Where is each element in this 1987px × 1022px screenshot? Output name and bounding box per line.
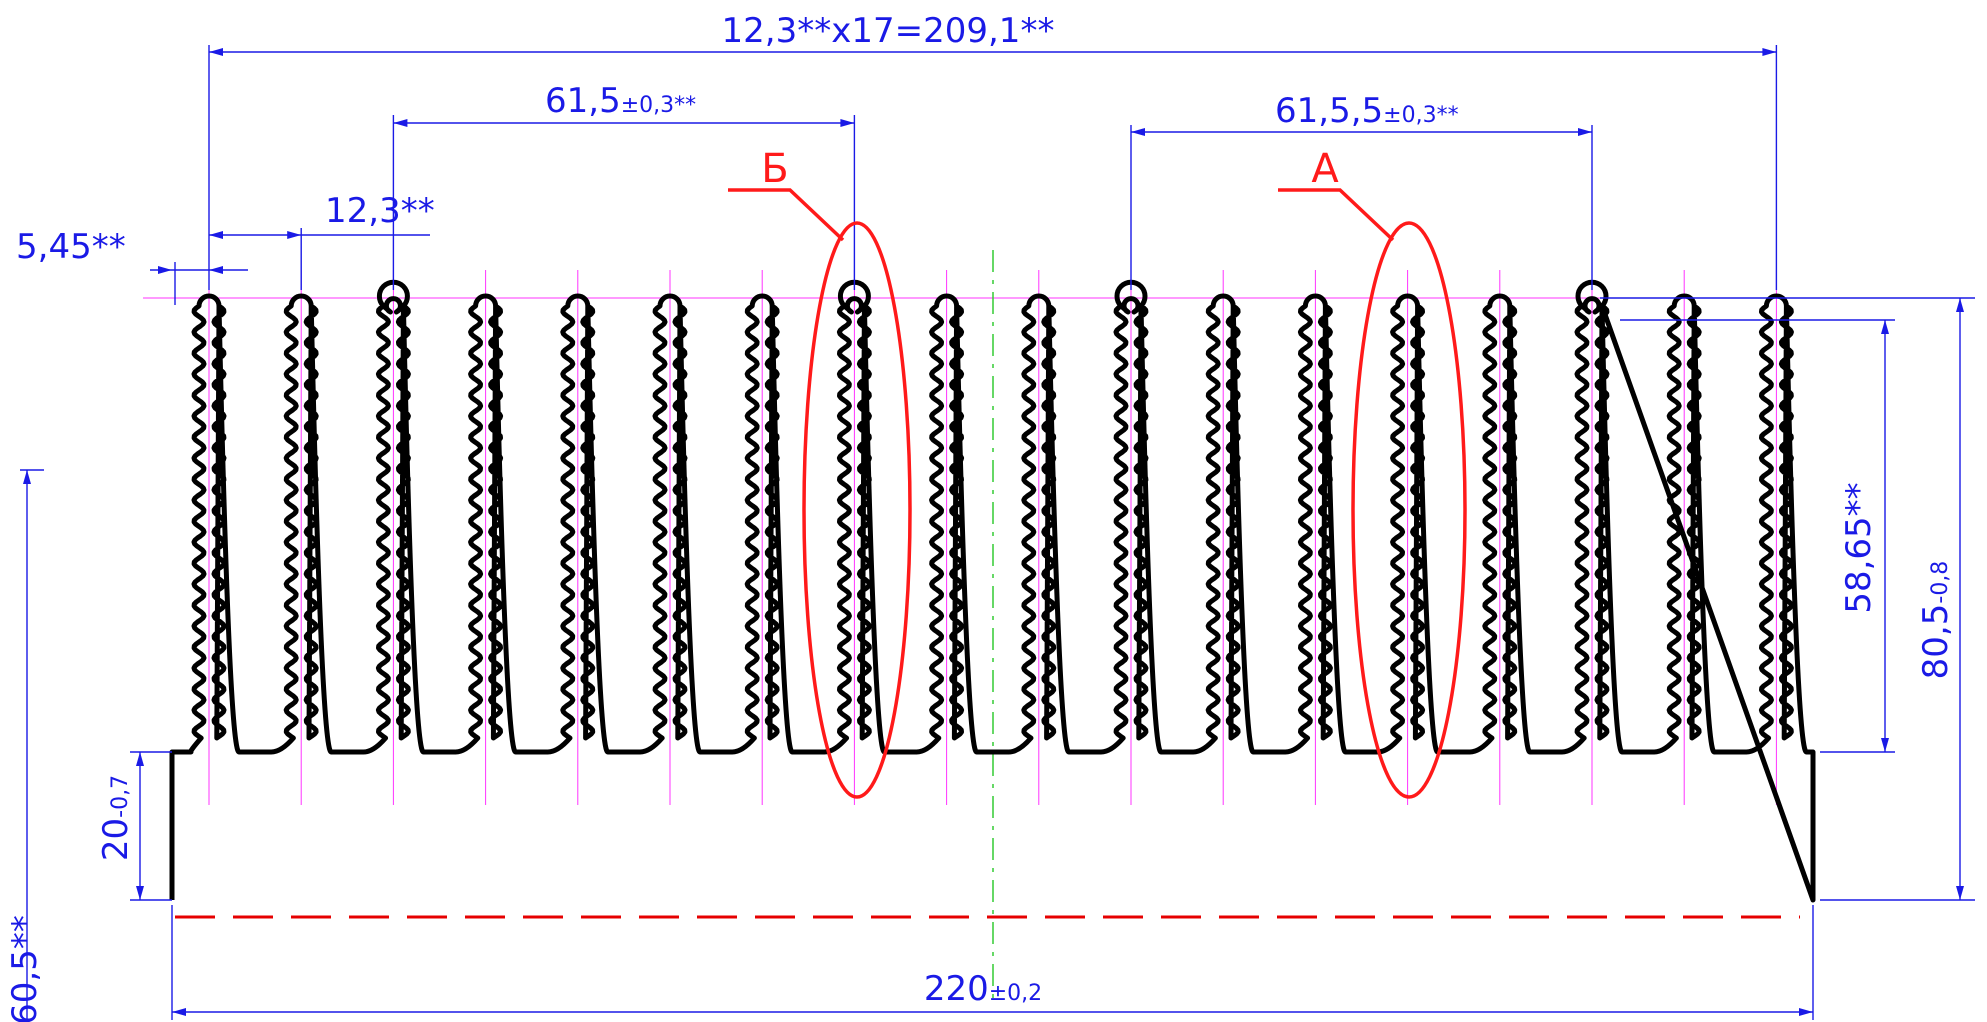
dim-fin-pitch: 12,3**: [325, 191, 435, 231]
arrow-pa-right: [840, 119, 855, 127]
dim-total-height: 80,5-0,8: [1916, 561, 1956, 680]
dim-left-cut: 60,5**: [5, 915, 45, 1022]
arrow-edge-right: [209, 266, 223, 274]
arrow-fh-bottom: [1881, 738, 1889, 752]
arrow-bh-bottom: [136, 886, 144, 900]
arrow-lc-top: [23, 470, 31, 484]
dim-base-height: 20-0,7: [96, 775, 136, 861]
dim-width: 220±0,2: [924, 969, 1042, 1009]
heatsink-outline: [169, 279, 1816, 903]
detail-a-label: А: [1311, 146, 1339, 192]
detail-b-callout: [728, 188, 912, 799]
dim-fin-height: 58,65**: [1839, 482, 1879, 613]
detail-a-callout: [1278, 188, 1467, 799]
arrow-edge-left: [158, 266, 172, 274]
dimension-lines: [20, 45, 1975, 1022]
arrow-pa-left: [393, 119, 408, 127]
arrow-w-right: [1799, 1008, 1813, 1016]
dimension-arrows: [23, 48, 1964, 1016]
arrow-fh-top: [1881, 320, 1889, 334]
dim-total-pitch: 12,3**x17=209,1**: [722, 11, 1055, 51]
arrow-p-left: [209, 231, 223, 239]
arrow-total-right: [1762, 48, 1777, 56]
dim-pitch-a: 61,5±0,3**: [545, 81, 696, 121]
arrow-th-top: [1956, 298, 1964, 312]
dim-edge-offset: 5,45**: [16, 227, 126, 267]
arrow-w-left: [172, 1008, 186, 1016]
detail-b-label: Б: [761, 146, 788, 192]
arrow-total-left: [209, 48, 223, 56]
arrow-pb-right: [1578, 128, 1592, 136]
arrow-th-bottom: [1956, 886, 1964, 900]
arrow-bh-top: [136, 752, 144, 766]
arrow-p-right: [287, 231, 302, 239]
arrow-pb-left: [1131, 128, 1145, 136]
dim-pitch-b: 61,5,5±0,3**: [1275, 91, 1459, 131]
